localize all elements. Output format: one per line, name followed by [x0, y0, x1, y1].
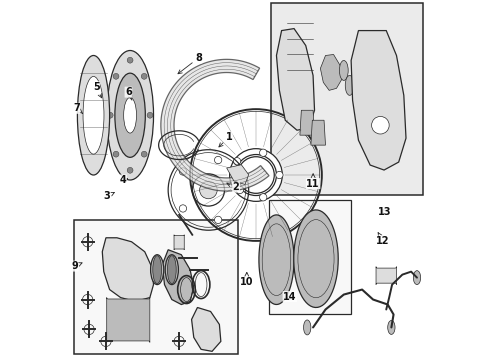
- Polygon shape: [227, 165, 248, 184]
- FancyBboxPatch shape: [269, 200, 351, 315]
- Text: 2: 2: [227, 182, 240, 192]
- Polygon shape: [192, 307, 221, 351]
- Ellipse shape: [83, 76, 104, 154]
- Circle shape: [179, 205, 187, 212]
- Polygon shape: [161, 59, 269, 191]
- Polygon shape: [294, 210, 338, 307]
- Circle shape: [127, 57, 133, 63]
- Circle shape: [230, 149, 282, 201]
- Circle shape: [113, 73, 119, 79]
- Circle shape: [233, 158, 241, 165]
- Circle shape: [371, 116, 389, 134]
- Circle shape: [141, 73, 147, 79]
- Text: 10: 10: [240, 273, 253, 287]
- Circle shape: [127, 167, 133, 173]
- Circle shape: [147, 112, 153, 118]
- Ellipse shape: [165, 255, 178, 285]
- Text: 3: 3: [103, 191, 114, 201]
- Ellipse shape: [150, 255, 164, 285]
- FancyBboxPatch shape: [74, 220, 238, 354]
- Circle shape: [199, 181, 217, 199]
- Ellipse shape: [414, 271, 420, 285]
- Text: 4: 4: [120, 175, 127, 185]
- Ellipse shape: [303, 320, 311, 335]
- Polygon shape: [162, 250, 194, 305]
- Text: 6: 6: [125, 87, 132, 100]
- Text: 11: 11: [306, 174, 320, 189]
- Text: 14: 14: [283, 292, 296, 302]
- Text: 13: 13: [378, 207, 392, 217]
- Ellipse shape: [153, 256, 162, 284]
- Ellipse shape: [388, 320, 395, 334]
- Polygon shape: [102, 238, 153, 302]
- Ellipse shape: [77, 55, 110, 175]
- Text: 12: 12: [376, 233, 390, 246]
- Polygon shape: [300, 110, 315, 135]
- Polygon shape: [320, 54, 343, 90]
- Ellipse shape: [345, 75, 354, 95]
- Circle shape: [113, 151, 119, 157]
- Circle shape: [141, 151, 147, 157]
- Polygon shape: [351, 31, 406, 170]
- Circle shape: [179, 168, 187, 175]
- Circle shape: [107, 112, 113, 118]
- Ellipse shape: [168, 256, 176, 284]
- Circle shape: [215, 216, 222, 224]
- Polygon shape: [276, 28, 315, 130]
- FancyBboxPatch shape: [376, 267, 396, 285]
- Polygon shape: [311, 120, 325, 145]
- Text: 1: 1: [219, 132, 232, 147]
- Circle shape: [233, 185, 241, 193]
- Text: 7: 7: [73, 103, 82, 113]
- Text: 5: 5: [93, 82, 102, 98]
- Polygon shape: [259, 215, 294, 305]
- FancyBboxPatch shape: [107, 298, 150, 342]
- Text: 8: 8: [178, 53, 202, 74]
- Text: 9: 9: [71, 261, 82, 271]
- Ellipse shape: [115, 73, 146, 157]
- Circle shape: [260, 149, 267, 156]
- Ellipse shape: [340, 60, 348, 80]
- Circle shape: [236, 186, 244, 194]
- FancyBboxPatch shape: [174, 235, 184, 250]
- Circle shape: [260, 194, 267, 201]
- Circle shape: [238, 157, 274, 193]
- Circle shape: [276, 171, 283, 179]
- Ellipse shape: [107, 50, 153, 180]
- FancyBboxPatch shape: [270, 3, 423, 195]
- Ellipse shape: [123, 98, 137, 133]
- Circle shape: [215, 156, 222, 164]
